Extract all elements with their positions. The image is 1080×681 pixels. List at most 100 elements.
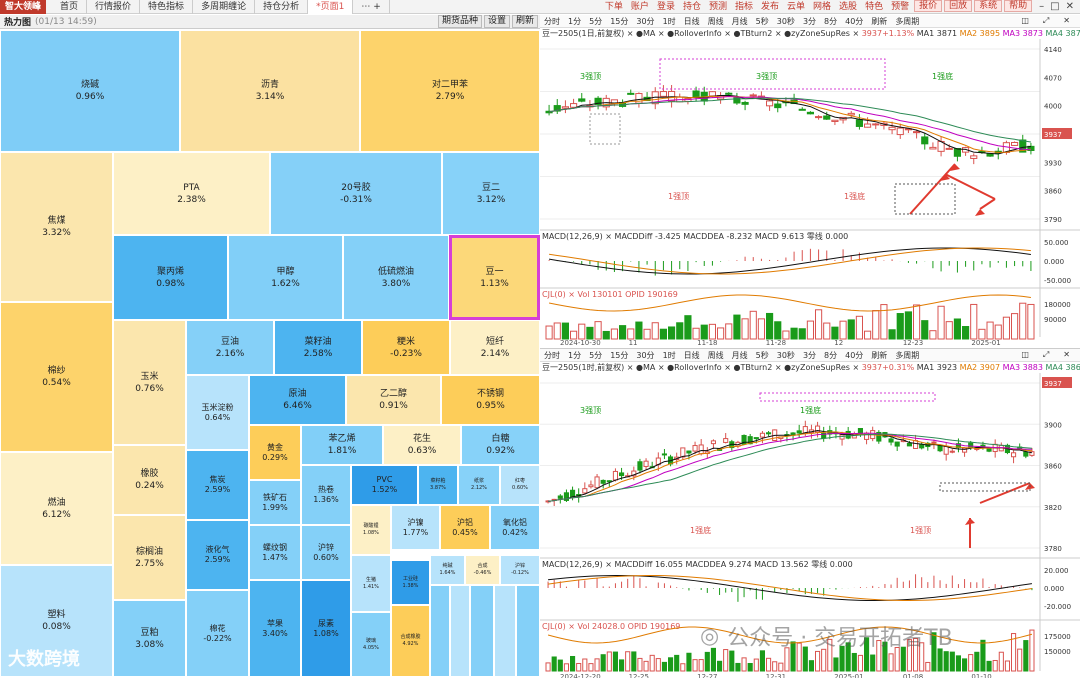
heatmap-cell-37[interactable]: 沪铝 0.45% [440, 505, 490, 550]
heatmap-cell-40[interactable]: 螺纹钢 1.47% [249, 525, 301, 580]
heatmap-cell-30[interactable]: PVC 1.52% [351, 465, 418, 505]
heatmap-cell-23[interactable]: 苯乙烯 1.81% [301, 425, 383, 465]
heatmap-cell-22[interactable]: 黄金 0.29% [249, 425, 301, 480]
period-8m[interactable]: 8分 [824, 16, 838, 26]
action-position[interactable]: 持仓 [682, 1, 701, 12]
replay-button[interactable]: 回放 [944, 0, 973, 12]
period-day-2[interactable]: 日线 [683, 350, 700, 360]
heatmap-cell-10[interactable]: 豆一 1.13% [449, 235, 540, 320]
heatmap-cell-8[interactable]: 甲醇 1.62% [228, 235, 343, 320]
action-order[interactable]: 下单 [604, 1, 623, 12]
system-button[interactable]: 系统 [974, 0, 1003, 12]
quote-button[interactable]: 报价 [914, 0, 943, 12]
heatmap-cell-32[interactable]: 纸浆 2.12% [458, 465, 500, 505]
action-stock-picker[interactable]: 选股 [839, 1, 858, 12]
chart-daily-canvas[interactable]: 4140 4070 4000 3937 3930 3860 3790 3强顶 1强顶 3强顶 1强底… [540, 39, 1080, 347]
heatmap-cell-38[interactable]: 氧化铝 0.42% [490, 505, 540, 550]
heatmap-cell-36[interactable]: 沪镍 1.77% [391, 505, 440, 550]
period-month-2[interactable]: 月线 [731, 350, 748, 360]
heatmap-cell-21[interactable]: 橡胶 0.24% [113, 445, 186, 515]
heatmap-cell-31[interactable]: 菜籽粕 3.87% [418, 465, 458, 505]
heatmap-cell-9[interactable]: 低硫燃油 3.80% [343, 235, 449, 320]
heatmap-mini-cell[interactable] [450, 585, 470, 677]
tab-position-analysis[interactable]: 持仓分析 [255, 0, 309, 14]
period-3m[interactable]: 3分 [802, 16, 817, 26]
heatmap-cell-34[interactable]: 棕榈油 2.75% [113, 515, 186, 600]
heatmap-cell-5[interactable]: 20号胶 -0.31% [270, 152, 442, 235]
chart-close-icon[interactable]: ✕ [1063, 350, 1070, 359]
action-account[interactable]: 账户 [630, 1, 649, 12]
action-grid[interactable]: 网格 [813, 1, 832, 12]
tab-quotes[interactable]: 行情报价 [87, 0, 141, 14]
heatmap-cell-16[interactable]: 短纤 2.14% [450, 320, 540, 375]
heatmap-cell-12[interactable]: 玉米 0.76% [113, 320, 186, 445]
period-30m[interactable]: 30分 [636, 16, 655, 26]
tab-page1[interactable]: *页面1 [308, 0, 354, 14]
period-40m[interactable]: 40分 [845, 16, 864, 26]
heatmap-cell-52[interactable]: 玻璃 4.05% [351, 612, 391, 677]
action-forecast[interactable]: 预测 [708, 1, 727, 12]
heatmap-cell-18[interactable]: 原油 6.46% [249, 375, 346, 425]
heatmap-mini-cell[interactable] [470, 585, 494, 677]
heatmap-cell-3[interactable]: 焦煤 3.32% [0, 152, 113, 302]
close-icon[interactable]: ✕ [1065, 1, 1074, 12]
period-40m-2[interactable]: 40分 [845, 350, 864, 360]
heatmap-cell-50[interactable]: 生猪 1.41% [351, 555, 391, 612]
heatmap-cell-48[interactable]: 苹果 3.40% [249, 580, 301, 677]
lock-icon[interactable]: ◫ [1021, 16, 1029, 25]
action-publish[interactable]: 发布 [761, 1, 780, 12]
action-indicator[interactable]: 指标 [734, 1, 753, 12]
heatmap-cell-15[interactable]: 粳米 -0.23% [362, 320, 450, 375]
period-1h-2[interactable]: 1时 [662, 350, 676, 360]
period-3m-2[interactable]: 3分 [802, 350, 817, 360]
heatmap-cell-1[interactable]: 沥青 3.14% [180, 30, 360, 152]
lock-icon[interactable]: ◫ [1021, 350, 1029, 359]
tab-home[interactable]: 首页 [52, 0, 88, 14]
heatmap-cell-17[interactable]: 玉米淀粉 0.64% [186, 375, 249, 450]
period-5m[interactable]: 5分 [589, 16, 603, 26]
period-30s[interactable]: 30秒 [776, 16, 795, 26]
period-15m[interactable]: 15分 [610, 16, 629, 26]
heatmap-cell-45[interactable]: 塑料 0.08% [0, 565, 113, 677]
heatmap-cell-47[interactable]: 棉花 -0.22% [186, 590, 249, 677]
period-5s[interactable]: 5秒 [755, 16, 769, 26]
period-week[interactable]: 周线 [707, 16, 724, 26]
period-1h[interactable]: 1时 [662, 16, 676, 26]
heatmap-cell-35[interactable]: 碳酸锂 1.08% [351, 505, 391, 555]
heatmap-mini-cell[interactable] [516, 585, 540, 677]
period-30s-2[interactable]: 30秒 [776, 350, 795, 360]
chart-close-icon[interactable]: ✕ [1063, 16, 1070, 25]
heatmap-cell-6[interactable]: 豆二 3.12% [442, 152, 540, 235]
chart-hourly-canvas[interactable]: 3937 3900 3860 3820 3780 3强顶 1强底 1强底 1强顶 MACD(12,… [540, 373, 1080, 681]
heatmap-cell-53[interactable]: 合成橡胶 4.92% [391, 605, 430, 677]
heatmap-cell-43[interactable]: 合成 -0.46% [465, 555, 500, 585]
heatmap-cell-27[interactable]: 焦炭 2.59% [186, 450, 249, 520]
heatmap-cell-41[interactable]: 沪锌 0.60% [301, 525, 351, 580]
heatmap-cell-25[interactable]: 白糖 0.92% [461, 425, 540, 465]
heatmap-cell-13[interactable]: 豆油 2.16% [186, 320, 274, 375]
refresh-button[interactable]: 刷新 [511, 15, 538, 28]
expand-icon[interactable]: ⤢ [1042, 350, 1050, 359]
chart-refresh[interactable]: 刷新 [871, 16, 888, 26]
minimize-icon[interactable]: – [1039, 1, 1045, 12]
expand-icon[interactable]: ⤢ [1042, 16, 1050, 25]
settings-button[interactable]: 设置 [483, 15, 510, 28]
heatmap-cell-19[interactable]: 乙二醇 0.91% [346, 375, 441, 425]
heatmap-cell-7[interactable]: 聚丙烯 0.98% [113, 235, 228, 320]
heatmap-cell-39[interactable]: 液化气 2.59% [186, 520, 249, 590]
action-login[interactable]: 登录 [656, 1, 675, 12]
tab-add[interactable]: ⋯ + [353, 0, 390, 14]
heatmap-cell-20[interactable]: 不锈钢 0.95% [441, 375, 540, 425]
heatmap-cell-46[interactable]: 豆粕 3.08% [113, 600, 186, 677]
tab-indicators[interactable]: 特色指标 [140, 0, 194, 14]
heatmap-cell-42[interactable]: 纯碱 1.64% [430, 555, 465, 585]
heatmap-cell-24[interactable]: 花生 0.63% [383, 425, 461, 465]
heatmap-mini-cell[interactable] [430, 585, 450, 677]
period-5s-2[interactable]: 5秒 [755, 350, 769, 360]
period-timeshare-2[interactable]: 分时 [544, 350, 560, 360]
period-30m-2[interactable]: 30分 [636, 350, 655, 360]
heatmap-cell-11[interactable]: 棉纱 0.54% [0, 302, 113, 452]
maximize-icon[interactable]: □ [1050, 1, 1060, 12]
action-alert[interactable]: 预警 [891, 1, 910, 12]
heatmap-cell-2[interactable]: 对二甲苯 2.79% [360, 30, 540, 152]
